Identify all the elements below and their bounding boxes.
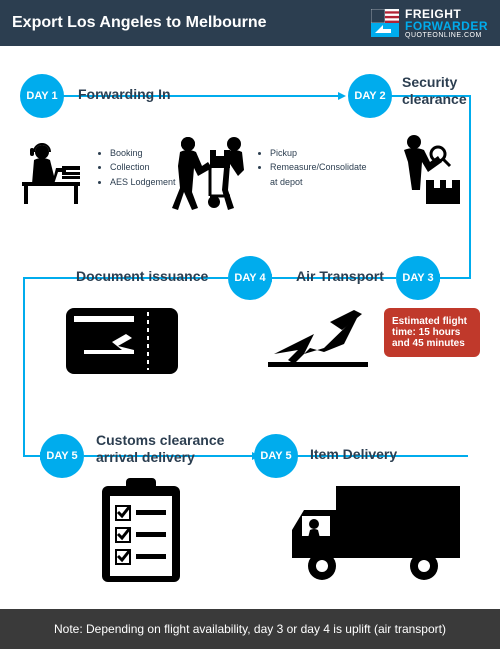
day5a-title: Customs clearance arrival delivery	[96, 432, 224, 466]
bullet: Pickup	[270, 146, 358, 160]
footer-note: Note: Depending on flight availability, …	[0, 609, 500, 649]
header-bar: Export Los Angeles to Melbourne FREIGHT …	[0, 0, 500, 46]
logo-text-1: FREIGHT	[405, 8, 488, 20]
logo-mark-icon	[371, 9, 399, 37]
day5b-title: Item Delivery	[310, 446, 397, 462]
day2-title: Security clearance	[402, 74, 482, 108]
day1-bullets-b: Pickup Remeasure/Consolidate at depot	[258, 146, 358, 189]
logo-text-2: FORWARDER	[405, 20, 488, 32]
airplane-icon	[264, 304, 374, 374]
desk-worker-icon	[18, 138, 88, 208]
ticket-icon	[62, 304, 182, 378]
day5a-title-l2: arrival delivery	[96, 449, 224, 466]
day2-badge: DAY 2	[348, 74, 392, 118]
day1-bullets-a: Booking Collection AES Lodgement	[98, 146, 176, 189]
bullet: AES Lodgement	[110, 175, 176, 189]
day1-title: Forwarding In	[78, 86, 171, 102]
day5a-title-l1: Customs clearance	[96, 432, 224, 449]
day4-title: Document issuance	[76, 268, 208, 284]
logo-text-3: QUOTEONLINE.COM	[405, 32, 488, 39]
brand-logo: FREIGHT FORWARDER QUOTEONLINE.COM	[371, 8, 488, 39]
inspector-icon	[390, 132, 464, 212]
day1-badge: DAY 1	[20, 74, 64, 118]
day3-title: Air Transport	[296, 268, 384, 284]
day4-badge: DAY 4	[228, 256, 272, 300]
flight-time-callout: Estimated flight time: 15 hours and 45 m…	[384, 308, 480, 357]
day5b-badge: DAY 5	[254, 434, 298, 478]
page-title: Export Los Angeles to Melbourne	[12, 14, 267, 32]
day5a-badge: DAY 5	[40, 434, 84, 478]
flow-canvas: DAY 1 Forwarding In Booking Collection A…	[0, 46, 500, 609]
bullet: Collection	[110, 160, 176, 174]
bullet: Booking	[110, 146, 176, 160]
bullet: Remeasure/Consolidate at depot	[270, 160, 358, 189]
day3-badge: DAY 3	[396, 256, 440, 300]
clipboard-icon	[96, 476, 186, 586]
truck-icon	[284, 480, 464, 584]
page: Export Los Angeles to Melbourne FREIGHT …	[0, 0, 500, 649]
handtruck-worker-icon	[168, 132, 248, 212]
